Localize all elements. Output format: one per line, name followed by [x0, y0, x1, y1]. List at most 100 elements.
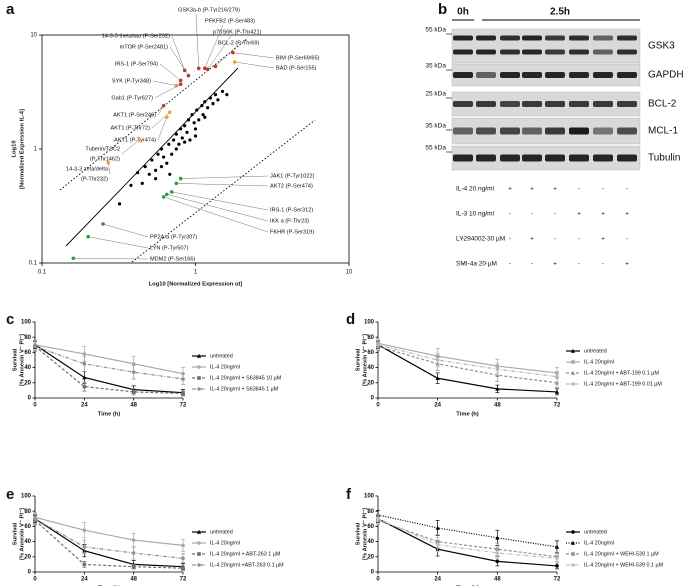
legend-marker — [570, 540, 576, 545]
data-point — [555, 374, 559, 379]
data-point — [82, 545, 87, 549]
panel-label: c — [6, 311, 14, 328]
blot-band — [500, 154, 520, 162]
x-tick-label: 72 — [180, 577, 187, 583]
protein-label: Tubulin — [648, 153, 680, 164]
data-point — [177, 142, 181, 146]
blot-band — [545, 127, 565, 135]
data-point — [117, 202, 122, 206]
legend-label: IL-4 20ng/ml + ABT-199 0.1 µM — [584, 370, 659, 376]
leader-line — [163, 196, 269, 233]
leader-line — [108, 162, 111, 175]
leader-line — [171, 35, 185, 71]
leader-line — [232, 52, 275, 59]
condition-sign: - — [578, 261, 580, 268]
legend-marker — [197, 387, 201, 391]
data-point — [200, 104, 204, 108]
blot-band — [522, 154, 542, 162]
panel-label: a — [6, 1, 15, 18]
annotation: BAD (P-Ser155) — [276, 65, 317, 71]
blot-band — [617, 154, 637, 162]
y-tick-label: 0 — [28, 396, 32, 402]
x-tick-label: 24 — [434, 577, 441, 583]
blot-band — [522, 49, 542, 55]
blot-band — [476, 49, 496, 55]
highlight-point — [186, 73, 191, 78]
blot-band — [617, 101, 637, 107]
legend-marker — [571, 552, 575, 556]
data-point — [147, 172, 151, 176]
highlight-point — [86, 234, 91, 239]
y-tick-label: 20 — [367, 380, 374, 386]
blot-band — [476, 72, 496, 78]
series-line — [377, 518, 558, 567]
blot-band — [545, 72, 565, 78]
panel-label: f — [346, 486, 352, 503]
y-axis-label: Log10 — [12, 140, 18, 157]
blot-band — [476, 35, 496, 41]
series-line — [34, 519, 184, 569]
leader-line — [159, 63, 181, 81]
blot-band — [593, 154, 613, 162]
data-point — [193, 127, 198, 131]
series-line — [34, 345, 184, 380]
condition-sign: - — [531, 261, 533, 268]
leader-line — [103, 223, 149, 238]
series-line — [34, 518, 184, 559]
data-point — [174, 132, 178, 136]
y-tick-label: 40 — [367, 539, 374, 545]
data-point — [495, 551, 500, 555]
blot-band — [453, 35, 473, 41]
legend-marker — [197, 541, 201, 545]
annotation: p70S6K (P-Thr421) — [213, 29, 262, 35]
x-axis-label: Time (h) — [98, 412, 121, 418]
legend-label: IL-4 20ng/ml — [584, 540, 614, 546]
data-point — [183, 140, 187, 144]
x-tick-label: 48 — [494, 577, 501, 583]
annotation: JAK1 (P-Tyr1022) — [270, 173, 315, 179]
blot-band — [522, 35, 542, 41]
y-tick-label: 10 — [30, 33, 37, 39]
series-line — [377, 342, 558, 374]
data-point — [82, 362, 87, 366]
annotation: LYN (P-Tyr507) — [150, 245, 189, 251]
blot-band — [545, 101, 565, 107]
blot-band — [522, 101, 542, 107]
legend-marker — [571, 382, 575, 386]
legend-label: IL-4 20ng/ml + WEHI-539 1 µM — [584, 551, 659, 557]
series-line — [34, 518, 184, 568]
data-point — [159, 147, 164, 151]
series-line — [377, 519, 558, 558]
blot-band — [593, 49, 613, 55]
data-point — [376, 343, 380, 347]
highlight-point — [178, 78, 183, 83]
y-tick-label: 0 — [28, 570, 32, 576]
data-point — [555, 564, 559, 568]
highlight-point — [205, 67, 210, 72]
x-tick-label: 24 — [81, 577, 88, 583]
condition-sign: - — [554, 211, 556, 218]
condition-sign: - — [462, 236, 464, 243]
data-point — [82, 528, 87, 532]
blot-band — [476, 154, 496, 162]
blot-band — [593, 72, 613, 78]
series-line — [34, 345, 184, 395]
blot-band — [453, 127, 473, 135]
data-point — [197, 118, 201, 122]
legend-label: IL-4 20ng/ml + ABT-199 0.01 µM — [584, 381, 662, 387]
highlight-point — [101, 222, 105, 226]
leader-line — [204, 24, 224, 69]
highlight-point — [232, 60, 237, 64]
condition-sign: - — [485, 261, 487, 268]
y-tick-label: 1 — [34, 147, 38, 153]
legend-label: untreated — [210, 353, 233, 359]
leader-line — [154, 84, 181, 99]
data-point — [186, 118, 191, 122]
blot-band — [545, 154, 565, 162]
x-axis-label: Time (h) — [456, 412, 479, 418]
highlight-point — [161, 195, 166, 199]
data-point — [174, 147, 178, 151]
blot-band — [617, 127, 637, 135]
annotation: BCL-2 (P-Thr69) — [218, 40, 259, 46]
